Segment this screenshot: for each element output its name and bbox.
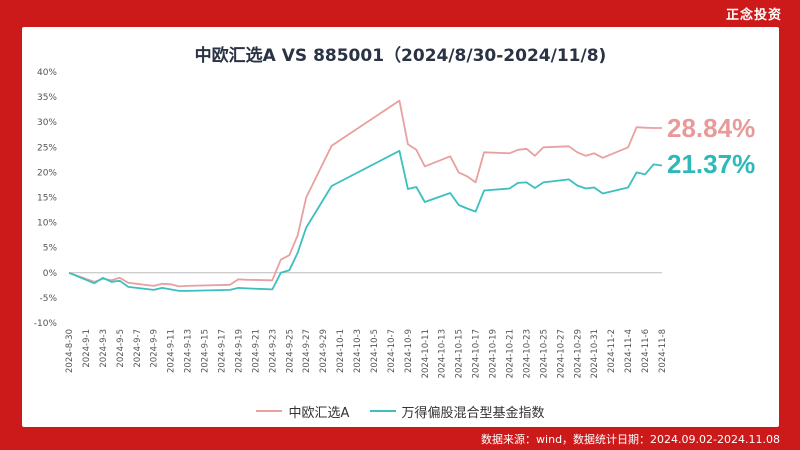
x-tick-label: 2024-9-21	[251, 329, 261, 373]
x-tick-label: 2024-9-13	[184, 329, 194, 373]
x-tick-label: 2024-9-23	[268, 329, 278, 373]
x-tick-label: 2024-9-27	[302, 329, 312, 373]
x-tick-label: 2024-10-3	[353, 329, 363, 373]
legend-swatch-series-1	[256, 410, 283, 412]
x-tick-label: 2024-10-25	[539, 329, 549, 378]
legend-label-series-1: 中欧汇选A	[288, 405, 350, 421]
data-source-note: 数据来源：wind，数据统计日期：2024.09.02-2024.11.08	[481, 433, 780, 446]
y-tick-label: 35%	[37, 93, 57, 103]
line-chart: -10% -5% 0% 5% 10% 15% 20% 25% 30% 35% 40% 2024-8-3…	[34, 68, 668, 378]
series-1-end-label: 28.84%	[667, 113, 756, 143]
x-tick-label: 2024-10-29	[573, 329, 583, 378]
x-tick-label: 2024-11-4	[624, 329, 634, 373]
legend-label-series-2: 万得偏股混合型基金指数	[401, 405, 545, 421]
x-tick-label: 2024-8-30	[65, 329, 75, 373]
x-tick-label: 2024-11-2	[607, 329, 617, 373]
x-tick-label: 2024-10-31	[590, 329, 600, 378]
chart-legend: 中欧汇选A 万得偏股混合型基金指数	[22, 401, 779, 421]
y-tick-label: 10%	[37, 219, 57, 229]
y-tick-label: 5%	[43, 244, 58, 254]
x-tick-label: 2024-10-11	[421, 329, 431, 378]
x-tick-label: 2024-10-9	[404, 329, 414, 373]
legend-item-series-2: 万得偏股混合型基金指数	[369, 402, 545, 421]
x-tick-label: 2024-9-19	[234, 329, 244, 373]
x-tick-label: 2024-9-7	[133, 329, 143, 368]
legend-swatch-series-2	[369, 410, 396, 412]
x-tick-label: 2024-9-5	[116, 329, 126, 368]
x-tick-label: 2024-9-25	[285, 329, 295, 373]
x-tick-label: 2024-9-3	[99, 329, 109, 368]
x-tick-label: 2024-10-7	[387, 329, 397, 373]
y-tick-label: 15%	[37, 194, 57, 204]
y-tick-label: 0%	[43, 269, 58, 279]
x-tick-label: 2024-10-17	[472, 329, 482, 378]
y-tick-label: 40%	[37, 68, 57, 78]
x-tick-label: 2024-9-17	[217, 329, 227, 373]
x-tick-label: 2024-10-23	[522, 329, 532, 378]
x-tick-label: 2024-10-1	[336, 329, 346, 373]
x-tick-label: 2024-10-5	[370, 329, 380, 373]
x-tick-label: 2024-9-11	[167, 329, 177, 373]
legend-item-series-1: 中欧汇选A	[256, 402, 349, 421]
x-tick-label: 2024-10-27	[556, 329, 566, 378]
chart-panel: 中欧汇选A VS 885001（2024/8/30-2024/11/8) -10…	[22, 27, 779, 427]
x-tick-label: 2024-10-21	[506, 329, 516, 378]
x-tick-label: 2024-11-6	[641, 329, 651, 373]
x-tick-label: 2024-10-19	[489, 329, 499, 378]
series-line-2	[68, 149, 663, 292]
x-tick-label: 2024-10-15	[455, 329, 465, 378]
y-tick-label: 30%	[37, 118, 57, 128]
x-tick-label: 2024-9-29	[319, 329, 329, 373]
x-tick-label: 2024-9-1	[82, 329, 92, 368]
x-tick-label: 2024-9-9	[150, 329, 160, 368]
y-tick-label: -5%	[39, 294, 57, 304]
brand-logo-text: 正念投资	[725, 8, 782, 23]
y-tick-label: 20%	[37, 168, 57, 178]
x-tick-label: 2024-11-8	[658, 329, 668, 373]
series-line-1	[68, 99, 662, 288]
y-tick-label: -10%	[34, 319, 58, 329]
chart-title: 中欧汇选A VS 885001（2024/8/30-2024/11/8)	[194, 46, 607, 66]
y-tick-label: 25%	[37, 143, 57, 153]
x-tick-label: 2024-9-15	[201, 329, 211, 373]
x-tick-label: 2024-10-13	[438, 329, 448, 378]
series-2-end-label: 21.37%	[667, 149, 756, 179]
